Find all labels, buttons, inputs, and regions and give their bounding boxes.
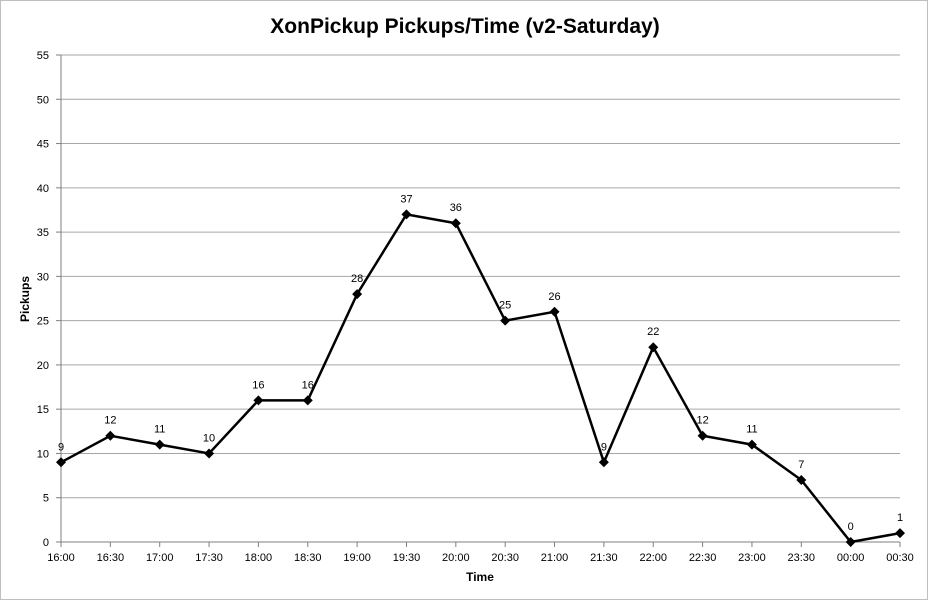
data-point-1800 (253, 395, 264, 406)
data-point-0030 (895, 528, 905, 539)
data-label-0030: 1 (897, 512, 903, 524)
data-point-2000 (450, 218, 461, 229)
data-label-1700: 11 (154, 424, 165, 436)
gridlines (61, 54, 900, 499)
y-tick-label-10: 10 (37, 448, 49, 460)
data-label-2100: 26 (548, 291, 560, 303)
x-tick-label-2130: 21:30 (590, 552, 618, 564)
y-tick-label-50: 50 (37, 94, 49, 106)
x-axis-title: Time (466, 570, 494, 584)
series-line (60, 212, 901, 544)
x-tick-label-2100: 21:00 (541, 552, 569, 564)
data-point-1830 (302, 395, 313, 406)
data-label-2230: 12 (696, 415, 708, 427)
data-label-2130: 9 (601, 441, 607, 453)
data-label-2030: 25 (499, 300, 511, 312)
data-point-1900 (352, 289, 363, 300)
series-pickups (56, 209, 905, 547)
x-tick-label-1730: 17:30 (195, 552, 223, 564)
x-tick-label-1700: 17:00 (146, 552, 174, 564)
y-tick-label-0: 0 (43, 537, 49, 549)
y-tick-label-30: 30 (37, 271, 49, 283)
data-label-1830: 16 (302, 379, 314, 391)
y-tick-label-5: 5 (43, 493, 49, 505)
data-label-1630: 12 (104, 415, 116, 427)
data-label-2000: 36 (450, 202, 462, 214)
y-tick-label-20: 20 (37, 360, 49, 372)
y-tick-label-55: 55 (37, 50, 49, 62)
x-tick-label-1930: 19:30 (393, 552, 421, 564)
data-point-1930 (401, 209, 412, 220)
data-label-1900: 28 (351, 273, 363, 285)
data-label-0000: 0 (848, 521, 854, 533)
y-axis-ticks: 0 5 10 15 20 25 30 35 40 45 50 55 (37, 50, 49, 549)
data-point-2130 (598, 457, 609, 468)
data-point-2230 (697, 430, 708, 441)
data-label-1930: 37 (400, 193, 412, 205)
y-tick-label-35: 35 (37, 227, 49, 239)
chart-title: XonPickup Pickups/Time (v2-Saturday) (270, 15, 659, 38)
x-tick-label-0000: 00:00 (837, 552, 865, 564)
data-labels: 9 12 11 10 16 16 28 37 36 25 26 9 22 12 11 7 0 1 (58, 193, 903, 533)
data-label-1730: 10 (203, 432, 215, 444)
x-axis-ticks: 16:00 16:30 17:00 17:30 18:00 18:30 19:00 19:30… (47, 552, 914, 564)
y-tick-label-45: 45 (37, 139, 49, 151)
data-point-1600 (56, 457, 66, 468)
x-tick-label-2300: 23:00 (738, 552, 766, 564)
data-label-1600: 9 (58, 441, 64, 453)
data-label-2300: 11 (746, 424, 757, 436)
data-label-1800: 16 (252, 379, 264, 391)
x-tick-label-1830: 18:30 (294, 552, 322, 564)
x-tick-label-2000: 20:00 (442, 552, 470, 564)
axes (56, 54, 901, 547)
data-point-0000 (845, 537, 856, 547)
y-tick-label-15: 15 (37, 404, 49, 416)
x-tick-label-2330: 23:30 (788, 552, 816, 564)
data-point-1700 (154, 439, 165, 450)
x-tick-label-1900: 19:00 (343, 552, 371, 564)
x-tick-label-1600: 16:00 (47, 552, 75, 564)
data-point-2100 (549, 306, 560, 317)
data-point-2200 (648, 342, 659, 353)
data-point-1730 (204, 448, 215, 459)
x-tick-label-0030: 00:30 (886, 552, 914, 564)
data-point-2300 (746, 439, 757, 450)
x-tick-label-2200: 22:00 (639, 552, 667, 564)
data-point-1630 (105, 430, 116, 441)
x-tick-label-1630: 16:30 (97, 552, 125, 564)
y-tick-label-40: 40 (37, 183, 49, 195)
y-axis-title: Pickups (18, 276, 32, 322)
data-point-2030 (500, 315, 511, 326)
data-label-2330: 7 (798, 459, 804, 471)
x-tick-label-1800: 18:00 (245, 552, 273, 564)
data-point-2330 (796, 475, 807, 486)
x-tick-label-2030: 20:30 (491, 552, 519, 564)
y-tick-label-25: 25 (37, 316, 49, 328)
x-tick-label-2230: 22:30 (689, 552, 717, 564)
data-label-2200: 22 (647, 326, 659, 338)
